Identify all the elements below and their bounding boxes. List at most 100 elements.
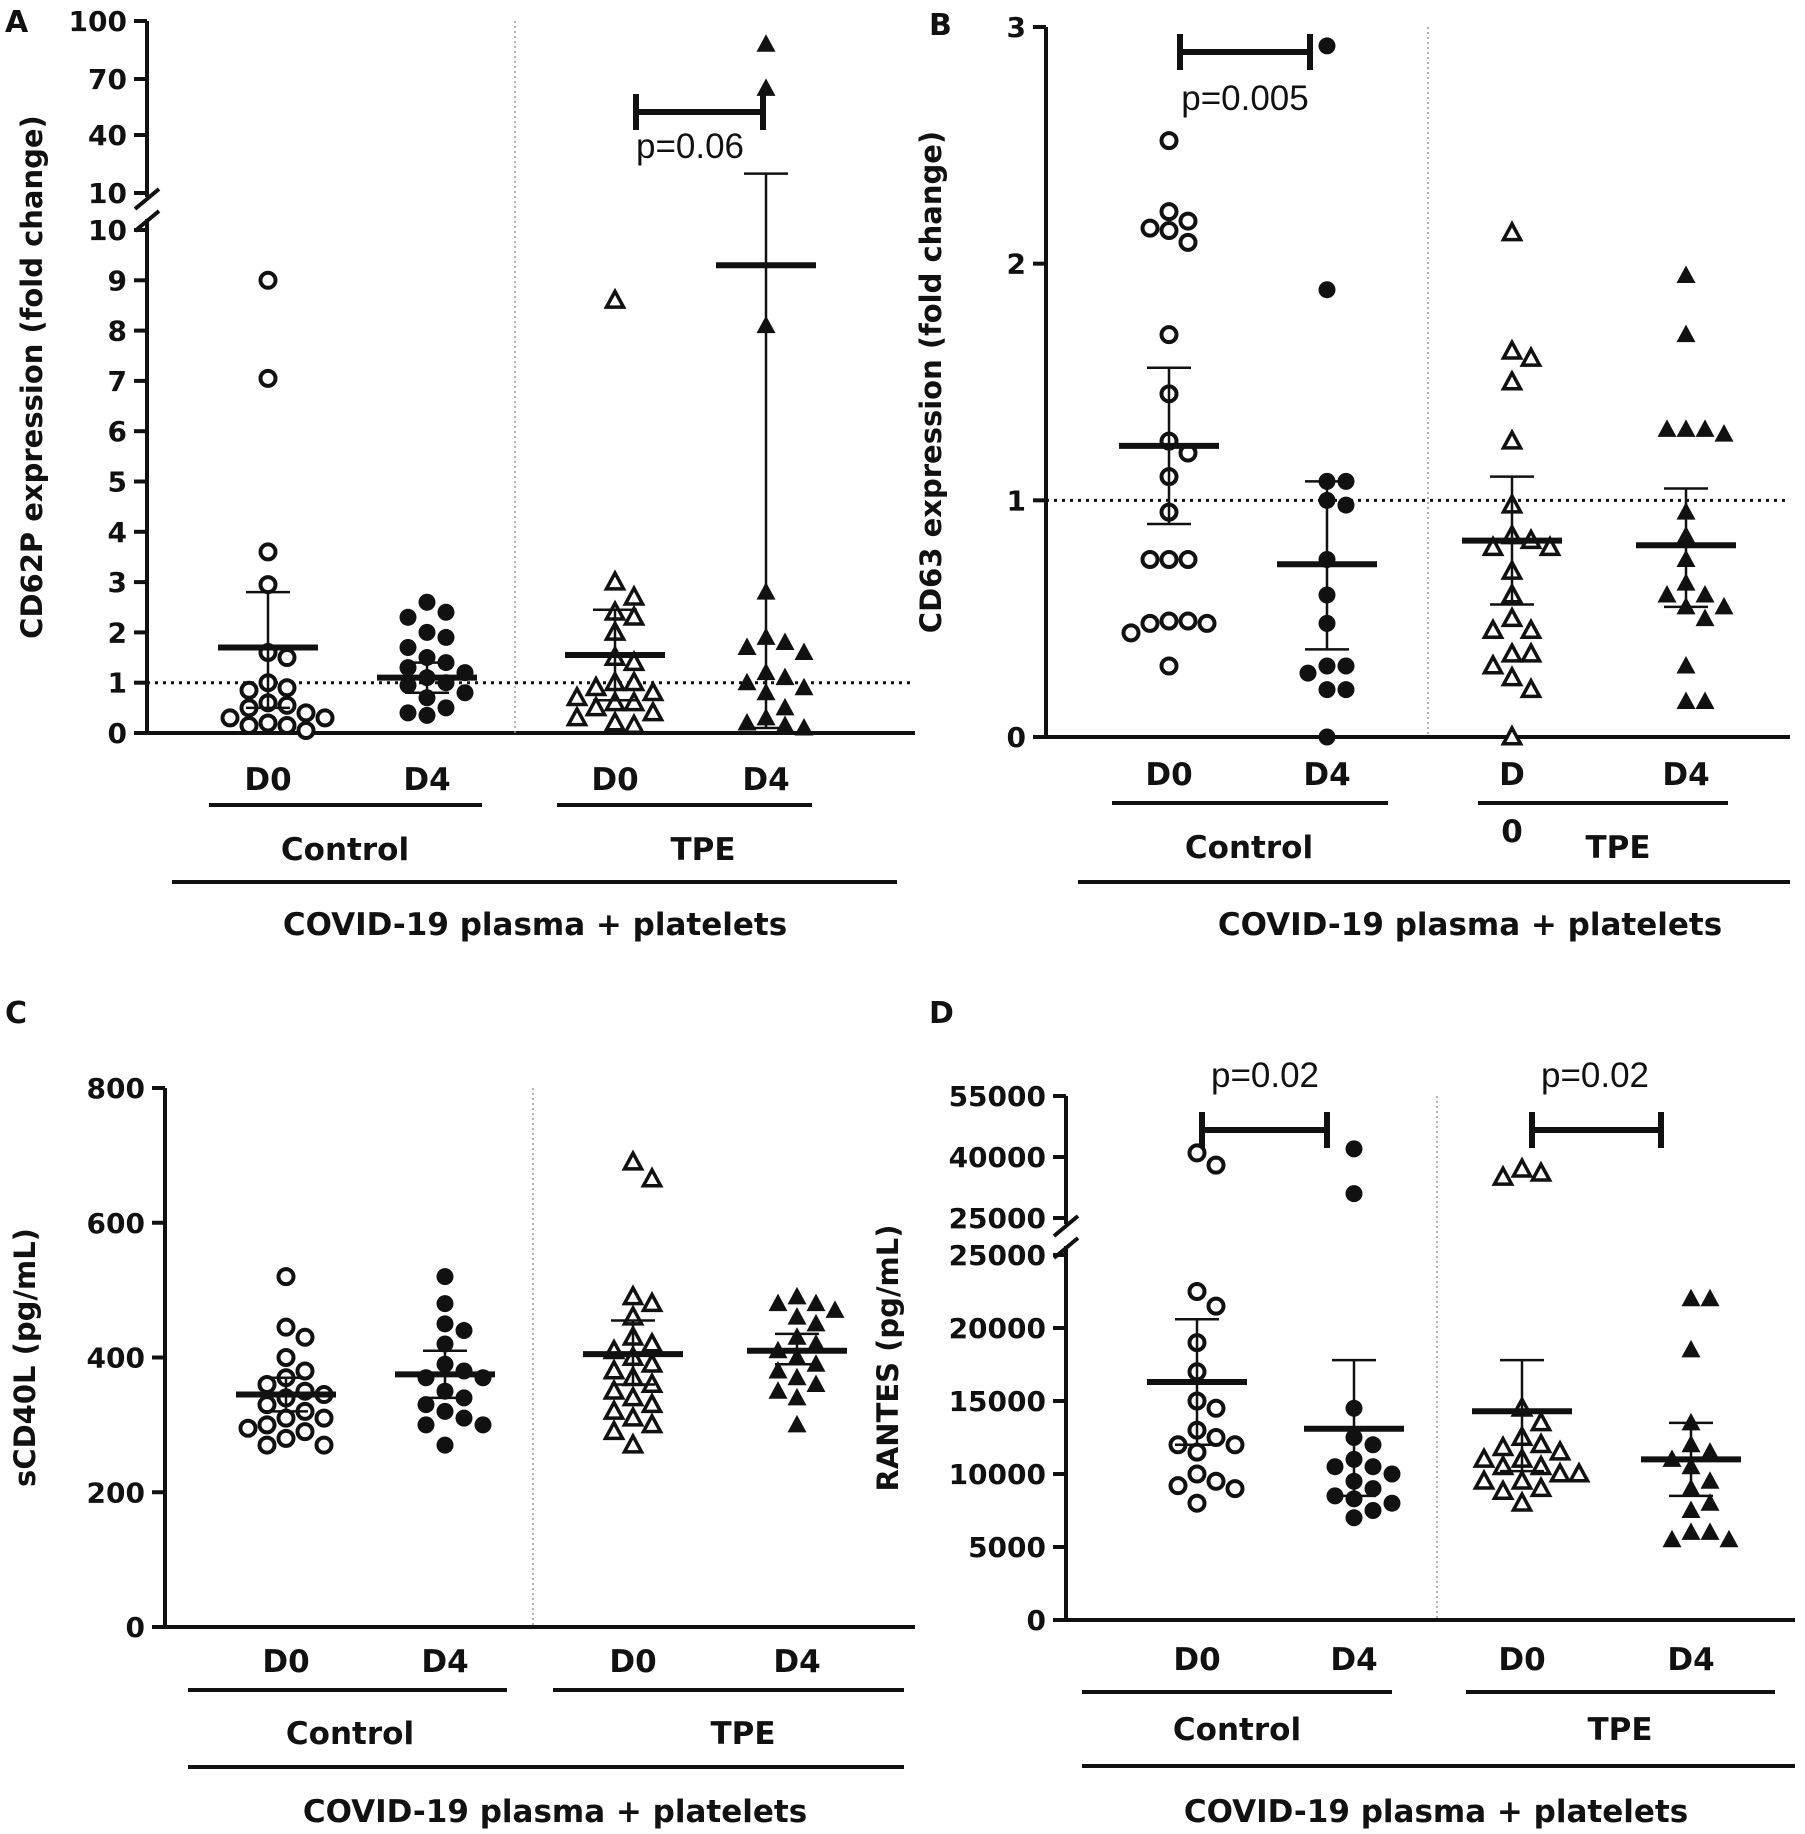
data-point [1529,1160,1553,1182]
data-point [1364,1480,1382,1498]
y-tick-label: 100 [69,5,127,38]
category-label: D4 [1662,757,1709,793]
y-tick-label: 10 [88,214,127,247]
series-1 [236,1267,336,1455]
data-point [603,287,627,309]
data-point [768,1360,788,1379]
p-value-label: p=0.02 [1211,1056,1319,1095]
data-point [737,712,757,731]
category-label: D [1499,757,1525,793]
data-point [296,703,316,723]
data-point [455,1322,473,1340]
data-point [1121,623,1141,643]
y-tick-label: 40000 [949,1141,1046,1174]
data-point [806,1293,826,1312]
y-tick-label: 0 [108,717,127,750]
data-point [1159,221,1179,241]
data-point [258,368,278,388]
significance-annotation: p=0.02 [1529,1056,1664,1148]
series-1 [1119,131,1219,676]
data-point [1206,1155,1226,1175]
data-point [295,1422,315,1442]
y-tick-label: 0 [1007,721,1026,754]
data-point [1567,1461,1591,1483]
data-point [1695,608,1715,627]
data-point [1472,1446,1496,1468]
data-point [1676,419,1696,437]
data-point [1500,220,1524,242]
category-label: D0 [244,762,291,798]
data-point [1383,1465,1401,1483]
data-point [276,1267,296,1287]
data-point [622,670,646,692]
data-point [436,1335,454,1353]
category-label: D0 [1145,757,1192,793]
data-point [239,680,259,700]
data-point [1197,613,1217,633]
data-point [436,1436,454,1454]
significance-annotation: p=0.005 [1177,34,1313,118]
group-label: Control [1173,1712,1301,1748]
data-point [1700,1493,1720,1511]
series-3 [1462,220,1562,746]
y-tick-label: 10000 [949,1458,1046,1491]
data-point [768,1381,788,1399]
category-label: D4 [421,1644,468,1680]
data-point [257,1395,277,1415]
data-point [399,676,417,694]
data-point [1187,1464,1207,1484]
data-point [1364,1436,1382,1454]
data-point [621,1149,645,1171]
category-label: D0 [262,1644,309,1680]
data-point [1337,496,1355,514]
y-tick-label: 9 [108,264,127,297]
data-point [1510,1156,1534,1178]
y-axis: 0 200 400 600 800 [87,1072,167,1644]
y-tick-label: 2 [108,616,127,649]
data-point [1657,585,1677,603]
overall-label: COVID-19 plasma + platelets [1184,1794,1688,1830]
data-point [1481,534,1505,557]
group-label: Control [286,1716,414,1752]
data-point [1491,1435,1515,1457]
data-point [1714,596,1734,615]
y-tick-label: 600 [87,1207,145,1240]
data-point [455,1409,473,1427]
data-point [1481,653,1505,675]
data-point [825,1300,845,1318]
data-point [474,1416,492,1434]
data-point [1159,656,1179,676]
data-point [1491,1164,1515,1186]
data-point [621,1405,645,1427]
p-value-label: p=0.02 [1541,1056,1649,1095]
data-point [1178,211,1198,231]
data-point [295,1361,315,1381]
significance-annotation: p=0.02 [1199,1056,1330,1148]
data-point [1719,1529,1739,1548]
data-point [603,710,627,732]
data-point [1159,325,1179,345]
data-point [1318,37,1336,55]
data-point [1318,281,1336,299]
data-point [456,684,474,702]
data-point [787,1307,807,1325]
category-label: D0 [1173,1642,1220,1678]
data-point [775,715,795,733]
data-point [1519,617,1543,639]
data-point [737,637,757,655]
y-tick-label: 40 [88,119,127,152]
data-point [276,1317,296,1337]
overall-label: COVID-19 plasma + platelets [1218,907,1722,943]
group-label: Control [281,832,409,868]
data-point [1318,728,1336,746]
data-point [621,1385,645,1407]
data-point [622,712,646,734]
data-point [1676,324,1696,343]
data-point [276,1408,296,1428]
data-point [1178,550,1198,569]
data-point [314,1408,334,1428]
y-tick-label: 3 [108,566,127,599]
data-point [1187,1143,1207,1163]
y-tick-label: 20000 [949,1312,1046,1345]
